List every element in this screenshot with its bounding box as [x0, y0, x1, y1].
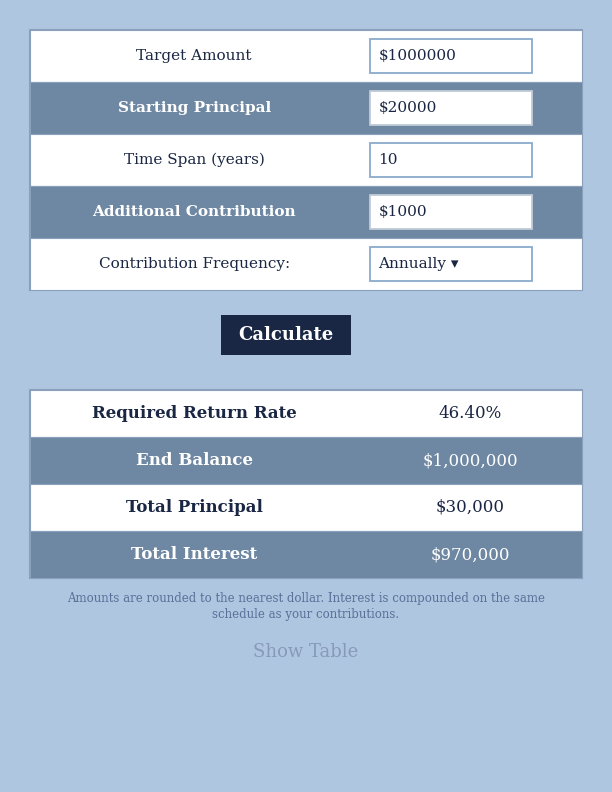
Text: Calculate: Calculate	[239, 326, 334, 344]
Text: $20000: $20000	[378, 101, 437, 115]
Text: Additional Contribution: Additional Contribution	[92, 205, 296, 219]
Bar	[370, 195, 532, 229]
Bar	[30, 82, 582, 134]
Bar	[370, 91, 532, 125]
Bar	[30, 186, 582, 238]
Text: End Balance: End Balance	[136, 452, 253, 469]
Bar	[30, 437, 582, 484]
Text: $30,000: $30,000	[436, 499, 505, 516]
Text: Amounts are rounded to the nearest dollar. Interest is compounded on the same: Amounts are rounded to the nearest dolla…	[67, 592, 545, 605]
Bar	[30, 134, 582, 186]
Bar	[370, 39, 532, 73]
Bar	[30, 531, 582, 578]
Text: Required Return Rate: Required Return Rate	[92, 405, 297, 422]
Bar	[30, 238, 582, 290]
Text: $1000000: $1000000	[378, 49, 457, 63]
Text: Starting Principal: Starting Principal	[118, 101, 271, 115]
Text: Contribution Frequency:: Contribution Frequency:	[99, 257, 290, 271]
Text: Annually ▾: Annually ▾	[378, 257, 459, 271]
Bar	[370, 247, 532, 281]
Text: 46.40%: 46.40%	[439, 405, 502, 422]
Text: Target Amount: Target Amount	[136, 49, 252, 63]
Bar	[370, 143, 532, 177]
Text: $970,000: $970,000	[430, 546, 510, 563]
Text: $1000: $1000	[378, 205, 427, 219]
Bar	[30, 30, 582, 290]
Text: $1,000,000: $1,000,000	[422, 452, 518, 469]
Text: Show Table: Show Table	[253, 643, 359, 661]
Text: schedule as your contributions.: schedule as your contributions.	[212, 608, 400, 621]
Text: Time Span (years): Time Span (years)	[124, 153, 264, 167]
Bar	[30, 390, 582, 578]
Bar	[30, 484, 582, 531]
Bar	[30, 390, 582, 437]
Text: 10: 10	[378, 153, 398, 167]
Bar	[30, 30, 582, 82]
Text: Total Interest: Total Interest	[131, 546, 257, 563]
Bar	[221, 315, 351, 355]
Text: Total Principal: Total Principal	[126, 499, 263, 516]
